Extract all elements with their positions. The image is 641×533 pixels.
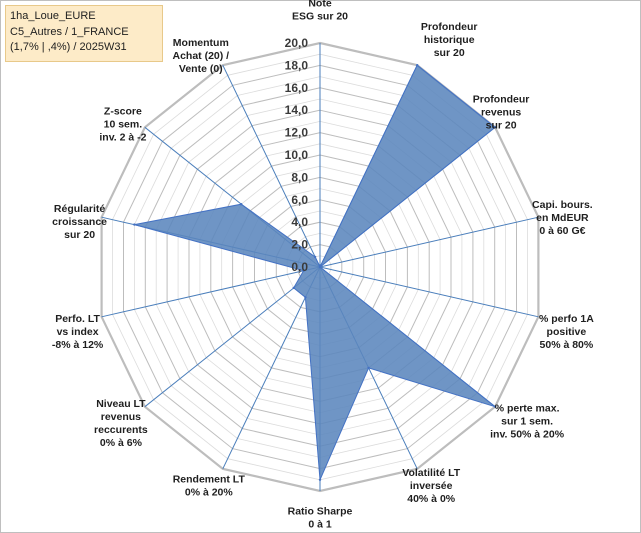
data-point	[133, 223, 136, 226]
axis-label-line: 0 à 1	[308, 519, 332, 531]
data-area	[134, 64, 496, 480]
axis-label-line: 10 sem.	[104, 118, 143, 130]
data-point	[493, 126, 497, 129]
axis-label-line: inv. 50% à 20%	[490, 429, 565, 441]
axis-spoke	[222, 64, 321, 268]
axis-label-line: ESG sur 20	[292, 11, 348, 23]
data-point	[302, 269, 305, 272]
axis-label-line: Rendement LT	[173, 473, 246, 485]
axis-label-line: -8% à 12%	[52, 339, 104, 351]
axis-label: Niveau LT revenus reccurents 0% à 6%	[94, 398, 148, 449]
data-point	[318, 478, 322, 481]
axis-label: Rendement LT 0% à 20%	[173, 473, 246, 498]
data-point	[240, 203, 243, 206]
axis-label-line: 0% à 20%	[185, 486, 234, 498]
info-line-1: 1ha_Loue_EURE	[10, 10, 96, 22]
axis-label: % perte max. sur 1 sem. inv. 50% à 20%	[490, 403, 565, 441]
axis-label-line: % perfo 1A	[539, 313, 594, 325]
axis-label-line: Niveau LT	[96, 398, 146, 410]
axis-label: Momentum Achat (20) / Vente (0)	[172, 37, 229, 75]
axis-label-line: inversée	[410, 480, 453, 492]
tick-label: 14,0	[285, 103, 309, 117]
axis-label: Profondeur revenus sur 20	[473, 93, 530, 131]
axis-label-line: Profondeur	[421, 21, 478, 33]
data-points	[133, 63, 497, 481]
axis-label: Capi. bours. en MdEUR 0 à 60 G€	[532, 199, 593, 237]
axis-label-line: inv. 2 à -2	[99, 131, 146, 143]
axis-label-line: Profondeur	[473, 93, 530, 105]
axis-label-line: sur 20	[486, 119, 517, 131]
axis-label-line: Régularité	[54, 203, 106, 215]
info-box: 1ha_Loue_EURE C5_Autres / 1_FRANCE (1,7%…	[5, 5, 163, 62]
axis-label-line: % perte max.	[495, 403, 560, 415]
axis-label-line: reccurents	[94, 424, 148, 436]
axis-label-line: Ratio Sharpe	[288, 506, 353, 518]
info-line-3: (1,7% | ,4%) / 2025W31	[10, 41, 127, 53]
axis-label-line: Achat (20) /	[172, 50, 229, 62]
data-point	[493, 405, 497, 408]
axis-label-line: sur 20	[434, 47, 465, 59]
axis-label-line: Perfo. LT	[55, 313, 100, 325]
axis-spoke	[222, 266, 321, 470]
axis-label: Profondeur historique sur 20	[421, 21, 478, 59]
axis-label-line: en MdEUR	[536, 212, 589, 224]
axis-label-line: Capi. bours.	[532, 199, 593, 211]
axis-spoke	[319, 266, 539, 318]
data-point	[313, 255, 317, 259]
axis-label: % perfo 1A positive 50% à 80%	[539, 313, 594, 351]
tick-label: 0,0	[291, 260, 308, 274]
axis-label-line: Momentum	[173, 37, 229, 49]
axis-label-line: Z-score	[104, 105, 142, 117]
data-point	[318, 265, 322, 269]
axis-label-line: sur 1 sem.	[501, 416, 553, 428]
axis-label: Ratio Sharpe 0 à 1	[288, 506, 353, 531]
axis-label: Note ESG sur 20	[292, 0, 348, 23]
axis-label: Volatilité LT inversée 40% à 0%	[402, 467, 461, 505]
axis-label: Perfo. LT vs index -8% à 12%	[52, 313, 104, 351]
axis-label-line: 0 à 60 G€	[539, 225, 585, 237]
data-point	[292, 286, 295, 290]
axis-label-line: vs index	[57, 326, 99, 338]
axis-label-line: Note	[308, 0, 331, 10]
tick-label: 18,0	[285, 58, 309, 72]
axis-label: Z-score 10 sem. inv. 2 à -2	[99, 105, 146, 143]
tick-label: 12,0	[285, 126, 309, 140]
axis-label-line: Vente (0)	[179, 63, 223, 75]
tick-label: 10,0	[285, 148, 309, 162]
tick-label: 4,0	[291, 215, 308, 229]
axis-spoke	[144, 266, 321, 408]
axis-spoke	[101, 266, 321, 318]
axis-label-line: sur 20	[64, 229, 95, 241]
axis-label-line: Volatilité LT	[402, 467, 461, 479]
axis-spoke	[319, 216, 539, 268]
info-line-2: C5_Autres / 1_FRANCE	[10, 25, 129, 38]
axis-label-line: revenus	[481, 106, 521, 118]
data-point	[416, 63, 419, 67]
axis-label-line: 50% à 80%	[540, 339, 594, 351]
axis-label-line: croissance	[52, 216, 107, 228]
axis-label-line: historique	[424, 34, 475, 46]
data-point	[367, 366, 370, 370]
tick-labels: 0,0 2,0 4,0 6,0 8,0 10,0 12,0 14,0 16,0 18,0 20,0	[285, 36, 309, 274]
axis-label-line: revenus	[101, 411, 141, 423]
axis-label: Régularité croissance sur 20	[52, 203, 107, 241]
data-point	[304, 296, 307, 299]
tick-label: 2,0	[291, 238, 308, 252]
axis-label-line: 40% à 0%	[407, 493, 456, 505]
tick-label: 16,0	[285, 81, 309, 95]
tick-label: 20,0	[285, 36, 309, 50]
tick-label: 8,0	[291, 170, 308, 184]
tick-label: 6,0	[291, 193, 308, 207]
axis-label-line: 0% à 6%	[100, 437, 143, 449]
axis-label-line: positive	[547, 326, 587, 338]
